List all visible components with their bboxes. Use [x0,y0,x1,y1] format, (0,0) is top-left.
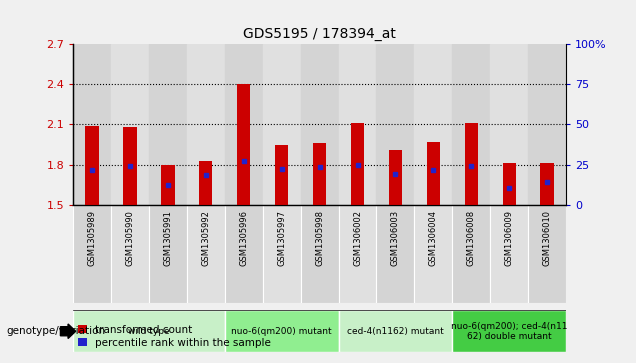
Text: GSM1305990: GSM1305990 [125,210,134,266]
Bar [502,163,516,205]
Legend: transformed count, percentile rank within the sample: transformed count, percentile rank withi… [78,325,271,348]
Bar [528,44,566,205]
Bar [149,205,187,303]
Bar [123,127,137,205]
Text: GSM1306004: GSM1306004 [429,210,438,266]
Text: GSM1305997: GSM1305997 [277,210,286,266]
Bar [490,44,528,205]
Bar [111,44,149,205]
Bar [528,205,566,303]
Bar [187,205,225,303]
Bar [490,205,528,303]
Text: GSM1306002: GSM1306002 [353,210,362,266]
Text: GSM1305998: GSM1305998 [315,210,324,266]
Bar [225,44,263,205]
Bar [187,44,225,205]
Bar [85,126,99,205]
Bar [427,142,440,205]
Text: GSM1305996: GSM1305996 [239,210,248,266]
Bar [199,161,212,205]
Title: GDS5195 / 178394_at: GDS5195 / 178394_at [243,27,396,41]
Bar [351,123,364,205]
Bar [452,44,490,205]
Text: genotype/variation: genotype/variation [6,326,106,336]
Bar [263,44,301,205]
Bar [237,84,251,205]
Text: wild type: wild type [128,327,170,336]
Bar [415,44,452,205]
Bar [465,123,478,205]
Bar [338,205,377,303]
Bar [338,44,377,205]
Text: nuo-6(qm200) mutant: nuo-6(qm200) mutant [232,327,332,336]
Bar [338,310,452,352]
Bar [301,44,338,205]
Bar [452,310,566,352]
Bar [263,205,301,303]
Text: GSM1305992: GSM1305992 [202,210,211,266]
Text: GSM1306003: GSM1306003 [391,210,400,266]
Bar [225,205,263,303]
Text: GSM1306009: GSM1306009 [505,210,514,266]
Bar [541,163,554,205]
Bar [452,205,490,303]
Bar [162,165,174,205]
Bar [415,205,452,303]
Bar [73,44,111,205]
Bar [73,205,111,303]
Bar [275,144,288,205]
Bar [389,150,402,205]
Bar [301,205,338,303]
Text: ced-4(n1162) mutant: ced-4(n1162) mutant [347,327,444,336]
Bar [225,310,338,352]
Bar [377,44,415,205]
Text: GSM1305989: GSM1305989 [88,210,97,266]
Bar [149,44,187,205]
Text: GSM1305991: GSM1305991 [163,210,172,266]
Text: GSM1306008: GSM1306008 [467,210,476,266]
Bar [73,310,225,352]
Bar [313,143,326,205]
Bar [111,205,149,303]
Text: nuo-6(qm200); ced-4(n11
62) double mutant: nuo-6(qm200); ced-4(n11 62) double mutan… [451,322,567,341]
Text: GSM1306010: GSM1306010 [543,210,551,266]
Bar [377,205,415,303]
